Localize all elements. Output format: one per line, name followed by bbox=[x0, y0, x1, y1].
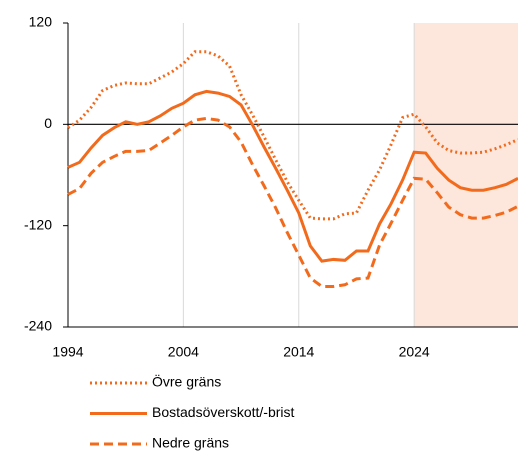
legend-label: Övre gräns bbox=[152, 373, 221, 390]
x-tick-label: 2014 bbox=[283, 344, 314, 360]
y-tick-label: -240 bbox=[24, 318, 52, 334]
series-line bbox=[67, 116, 518, 288]
series-line bbox=[67, 89, 518, 263]
y-tick-label: 0 bbox=[44, 115, 52, 131]
x-tick-label: 2004 bbox=[168, 344, 199, 360]
y-tick-label: 120 bbox=[29, 14, 53, 30]
legend-label: Bostadsöverskott/-brist bbox=[152, 404, 294, 420]
y-tick-label: -120 bbox=[24, 216, 52, 232]
x-tick-label: 2024 bbox=[399, 344, 430, 360]
legend-label: Nedre gräns bbox=[152, 435, 229, 451]
forecast-region bbox=[414, 23, 518, 327]
series-line bbox=[67, 50, 518, 221]
x-tick-label: 1994 bbox=[52, 344, 83, 360]
